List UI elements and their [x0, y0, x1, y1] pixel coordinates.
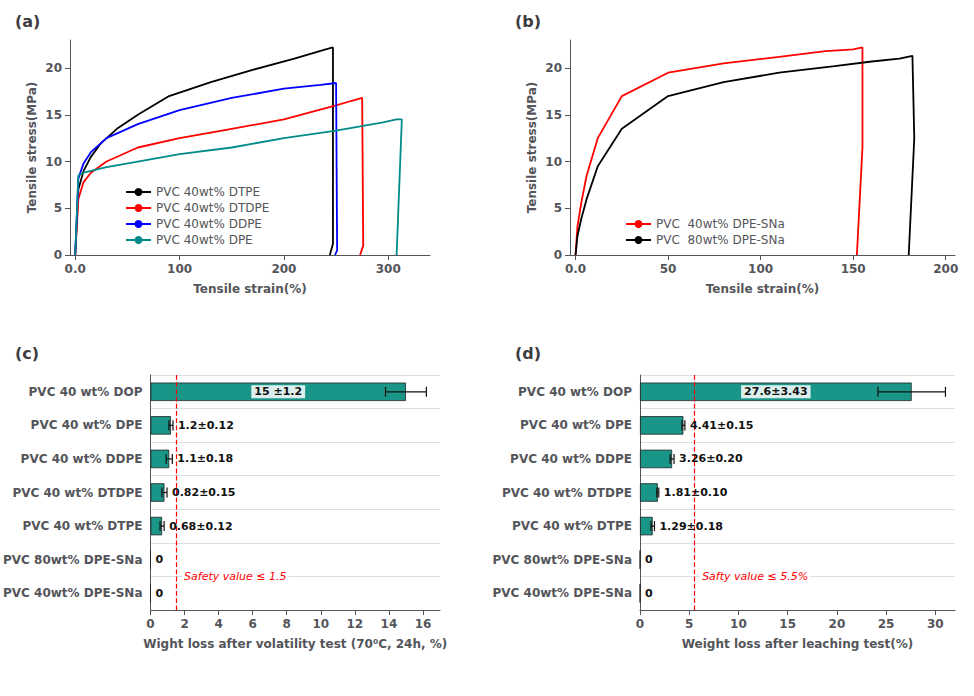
svg-text:5: 5 — [685, 617, 693, 631]
svg-text:2: 2 — [180, 617, 188, 631]
svg-text:5: 5 — [554, 201, 562, 215]
svg-text:PVC 40 wt% DOP: PVC 40 wt% DOP — [518, 385, 632, 399]
svg-text:20: 20 — [829, 617, 846, 631]
svg-text:300: 300 — [376, 262, 401, 276]
svg-text:100: 100 — [167, 262, 192, 276]
svg-text:10: 10 — [730, 617, 747, 631]
svg-text:200: 200 — [933, 262, 958, 276]
svg-text:0: 0 — [54, 248, 62, 262]
svg-text:1.2±0.12: 1.2±0.12 — [178, 419, 234, 432]
svg-text:4.41±0.15: 4.41±0.15 — [690, 419, 754, 432]
svg-text:15: 15 — [45, 108, 62, 122]
svg-text:PVC 40 wt% DPE: PVC 40 wt% DPE — [31, 418, 143, 432]
svg-text:0: 0 — [156, 587, 164, 600]
svg-text:PVC 40wt% DTPE: PVC 40wt% DTPE — [156, 185, 260, 199]
svg-text:0.82±0.15: 0.82±0.15 — [172, 486, 236, 499]
svg-text:PVC 40 wt% DTPE: PVC 40 wt% DTPE — [512, 519, 632, 533]
svg-text:0: 0 — [146, 617, 154, 631]
svg-text:0: 0 — [636, 617, 644, 631]
svg-text:PVC 40wt% DPE-SNa: PVC 40wt% DPE-SNa — [3, 586, 143, 600]
svg-text:PVC 40wt% DPE-SNa: PVC 40wt% DPE-SNa — [656, 217, 785, 231]
svg-text:Safty value ≤ 5.5%: Safty value ≤ 5.5% — [702, 570, 808, 583]
svg-text:PVC 80wt% DPE-SNa: PVC 80wt% DPE-SNa — [656, 233, 785, 247]
svg-text:PVC 40 wt% DDPE: PVC 40 wt% DDPE — [21, 452, 143, 466]
svg-text:27.6±3.43: 27.6±3.43 — [744, 385, 808, 398]
svg-text:Tensile strain(%): Tensile strain(%) — [193, 282, 307, 296]
svg-text:15 ±1.2: 15 ±1.2 — [254, 385, 302, 398]
svg-text:1.81±0.10: 1.81±0.10 — [664, 486, 728, 499]
svg-text:PVC 40 wt% DPE: PVC 40 wt% DPE — [520, 418, 632, 432]
svg-text:PVC 80wt% DPE-SNa: PVC 80wt% DPE-SNa — [3, 553, 143, 567]
svg-text:0.0: 0.0 — [565, 262, 586, 276]
svg-text:20: 20 — [45, 61, 62, 75]
svg-text:20: 20 — [545, 61, 562, 75]
svg-text:8: 8 — [283, 617, 291, 631]
svg-text:(b): (b) — [515, 12, 541, 31]
svg-text:0: 0 — [645, 553, 653, 566]
svg-text:Tensile stress(MPa): Tensile stress(MPa) — [525, 82, 539, 214]
svg-text:15: 15 — [545, 108, 562, 122]
svg-text:Safety value ≤ 1.5: Safety value ≤ 1.5 — [184, 570, 286, 583]
svg-text:(a): (a) — [15, 12, 40, 31]
svg-text:0.68±0.12: 0.68±0.12 — [169, 520, 233, 533]
svg-text:PVC 40 wt% DDPE: PVC 40 wt% DDPE — [510, 452, 632, 466]
svg-text:5: 5 — [54, 201, 62, 215]
svg-text:100: 100 — [748, 262, 773, 276]
svg-text:PVC 40 wt% DTDPE: PVC 40 wt% DTDPE — [12, 486, 142, 500]
svg-text:(c): (c) — [15, 344, 39, 363]
svg-text:10: 10 — [45, 155, 62, 169]
svg-text:PVC 40wt% DDPE: PVC 40wt% DDPE — [156, 217, 262, 231]
svg-text:50: 50 — [660, 262, 677, 276]
svg-text:PVC 40wt% DPE: PVC 40wt% DPE — [156, 233, 253, 247]
svg-text:1.1±0.18: 1.1±0.18 — [177, 452, 233, 465]
svg-text:14: 14 — [381, 617, 398, 631]
svg-text:PVC 40wt% DTDPE: PVC 40wt% DTDPE — [156, 201, 269, 215]
svg-text:25: 25 — [878, 617, 895, 631]
svg-text:10: 10 — [312, 617, 329, 631]
svg-text:6: 6 — [249, 617, 257, 631]
svg-text:30: 30 — [927, 617, 944, 631]
svg-text:0: 0 — [645, 587, 653, 600]
svg-text:150: 150 — [841, 262, 866, 276]
svg-text:200: 200 — [271, 262, 296, 276]
svg-text:(d): (d) — [515, 344, 541, 363]
svg-text:Tensile strain(%): Tensile strain(%) — [706, 282, 820, 296]
svg-text:PVC 40 wt% DOP: PVC 40 wt% DOP — [29, 385, 143, 399]
svg-text:0: 0 — [156, 553, 164, 566]
svg-text:PVC 40wt% DPE-SNa: PVC 40wt% DPE-SNa — [492, 586, 632, 600]
svg-text:0: 0 — [554, 248, 562, 262]
svg-text:Weight loss after leaching tes: Weight loss after leaching test(%) — [682, 637, 913, 651]
svg-text:0.0: 0.0 — [65, 262, 86, 276]
svg-text:PVC 40 wt% DTPE: PVC 40 wt% DTPE — [22, 519, 142, 533]
svg-text:PVC 40 wt% DTDPE: PVC 40 wt% DTDPE — [502, 486, 632, 500]
svg-text:10: 10 — [545, 155, 562, 169]
svg-text:Tensile stress(MPa): Tensile stress(MPa) — [25, 82, 39, 214]
svg-text:4: 4 — [214, 617, 222, 631]
svg-text:16: 16 — [415, 617, 432, 631]
svg-text:PVC 80wt% DPE-SNa: PVC 80wt% DPE-SNa — [492, 553, 632, 567]
svg-text:Wight loss after volatility te: Wight loss after volatility test (70⁰C, … — [143, 637, 447, 651]
svg-text:3.26±0.20: 3.26±0.20 — [679, 452, 743, 465]
svg-text:12: 12 — [347, 617, 364, 631]
svg-text:1.29±0.18: 1.29±0.18 — [659, 520, 723, 533]
svg-text:15: 15 — [779, 617, 796, 631]
